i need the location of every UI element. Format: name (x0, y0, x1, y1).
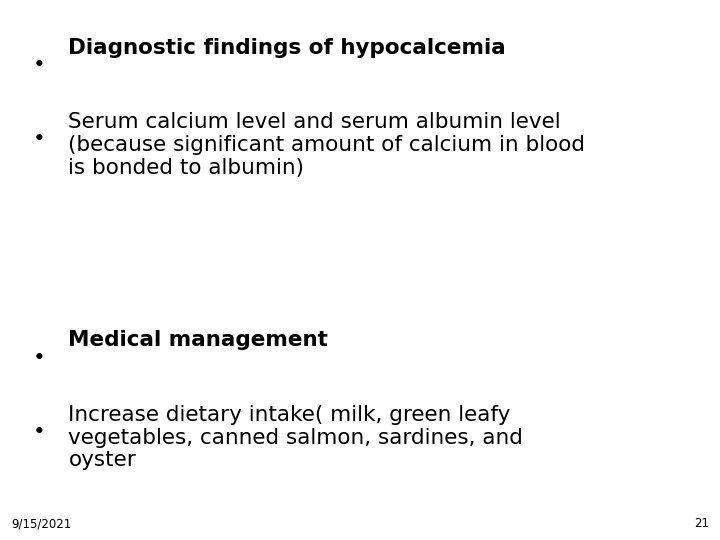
Text: •: • (33, 422, 46, 442)
Text: 9/15/2021: 9/15/2021 (11, 517, 71, 530)
Text: Medical management: Medical management (68, 330, 328, 350)
Text: Increase dietary intake( milk, green leafy
vegetables, canned salmon, sardines, : Increase dietary intake( milk, green lea… (68, 405, 523, 470)
Text: •: • (33, 130, 46, 150)
Text: •: • (33, 348, 46, 368)
Text: 21: 21 (694, 517, 709, 530)
Text: Diagnostic findings of hypocalcemia: Diagnostic findings of hypocalcemia (68, 38, 506, 58)
Text: Serum calcium level and serum albumin level
(because significant amount of calci: Serum calcium level and serum albumin le… (68, 112, 585, 178)
Text: •: • (33, 55, 46, 75)
